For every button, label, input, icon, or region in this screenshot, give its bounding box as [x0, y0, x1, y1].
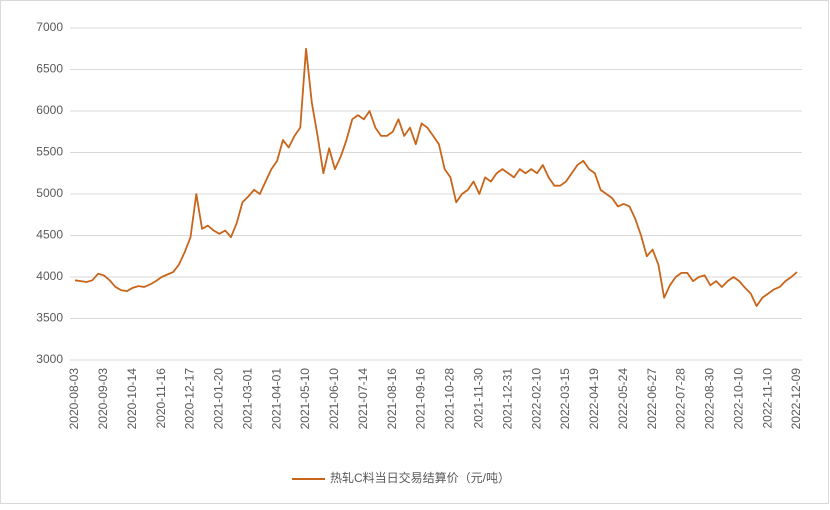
y-tick-label: 3000 — [36, 352, 63, 366]
x-tick-label: 2022-11-10 — [760, 368, 774, 429]
legend-label: 热轧C料当日交易结算价（元/吨） — [330, 470, 510, 485]
x-tick-label: 2021-05-10 — [298, 368, 312, 430]
y-tick-label: 6000 — [36, 103, 63, 117]
y-tick-label: 3500 — [36, 311, 63, 325]
y-tick-label: 7000 — [36, 20, 63, 34]
x-tick-label: 2022-05-24 — [616, 368, 630, 430]
x-tick-label: 2022-07-28 — [674, 368, 688, 430]
x-tick-label: 2022-12-09 — [789, 368, 803, 430]
x-tick-label: 2021-10-28 — [443, 368, 457, 430]
data-line — [74, 47, 798, 307]
y-tick-label: 6500 — [36, 62, 63, 76]
y-tick-label: 4500 — [36, 228, 63, 242]
y-tick-label: 5500 — [36, 145, 63, 159]
x-tick-label: 2020-08-03 — [67, 368, 81, 430]
x-tick-label: 2021-08-16 — [385, 368, 399, 430]
x-tick-label: 2020-12-17 — [183, 368, 197, 430]
x-tick-label: 2021-01-20 — [212, 368, 226, 430]
x-tick-label: 2021-07-14 — [356, 368, 370, 430]
x-tick-label: 2021-04-01 — [269, 368, 283, 430]
x-tick-label: 2022-08-30 — [703, 368, 717, 430]
x-tick-label: 2022-03-15 — [558, 368, 572, 430]
x-tick-label: 2021-03-01 — [240, 368, 254, 430]
x-tick-label: 2020-09-03 — [96, 368, 110, 430]
x-tick-label: 2020-11-16 — [154, 368, 168, 429]
x-tick-label: 2021-12-31 — [500, 368, 514, 430]
y-tick-label: 4000 — [36, 269, 63, 283]
y-tick-label: 5000 — [36, 186, 63, 200]
x-tick-label: 2022-10-10 — [731, 368, 745, 430]
x-tick-label: 2021-06-10 — [327, 368, 341, 430]
x-tick-label: 2020-10-14 — [125, 368, 139, 430]
x-tick-label: 2021-09-16 — [414, 368, 428, 430]
x-tick-label: 2022-02-10 — [529, 368, 543, 430]
x-tick-label: 2021-11-30 — [471, 368, 485, 429]
x-tick-label: 2022-04-19 — [587, 368, 601, 430]
x-tick-label: 2022-06-27 — [645, 368, 659, 430]
